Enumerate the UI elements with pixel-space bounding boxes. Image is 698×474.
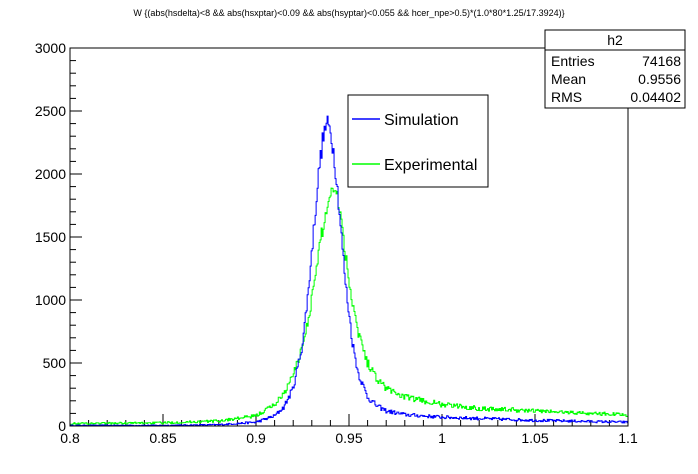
series-layer [70, 115, 628, 427]
y-tick-label: 1000 [35, 292, 66, 308]
x-tick-label: 1 [438, 430, 446, 446]
y-tick-label: 500 [43, 355, 67, 371]
legend-label-experimental: Experimental [384, 157, 477, 174]
stats-title: h2 [607, 32, 623, 48]
stats-value-entries: 74168 [642, 53, 681, 69]
legend: Simulation Experimental [347, 94, 489, 188]
plot-axes: 0.8 0.85 0.9 0.95 1 1.05 1.1 0 500 1000 1500 2000 25… [35, 40, 638, 446]
stats-box: h2 Entries 74168 Mean 0.9556 RMS 0.04402 [544, 29, 686, 109]
x-tick-label: 1.1 [618, 430, 638, 446]
stats-label-mean: Mean [551, 71, 586, 87]
stats-value-rms: 0.04402 [630, 89, 681, 105]
series-line-simulation [70, 115, 628, 427]
x-tick-label: 0.95 [335, 430, 362, 446]
y-tick-label: 3000 [35, 40, 66, 56]
plot-frame [69, 47, 629, 427]
x-tick-label: 0.8 [60, 430, 80, 446]
stats-label-rms: RMS [551, 89, 582, 105]
y-tick-label: 2500 [35, 103, 66, 119]
legend-label-simulation: Simulation [384, 112, 459, 129]
stats-value-mean: 0.9556 [638, 71, 681, 87]
chart-title: W {(abs(hsdelta)<8 && abs(hsxptar)<0.09 … [133, 8, 564, 18]
stats-box-frame [544, 29, 686, 109]
x-tick-label: 1.05 [521, 430, 548, 446]
x-tick-label: 0.85 [149, 430, 176, 446]
legend-box [347, 94, 489, 188]
y-tick-label: 1500 [35, 229, 66, 245]
y-tick-label: 0 [58, 418, 66, 434]
y-tick-label: 2000 [35, 166, 66, 182]
series-line-experimental [70, 187, 628, 425]
x-tick-label: 0.9 [246, 430, 266, 446]
stats-label-entries: Entries [551, 53, 595, 69]
